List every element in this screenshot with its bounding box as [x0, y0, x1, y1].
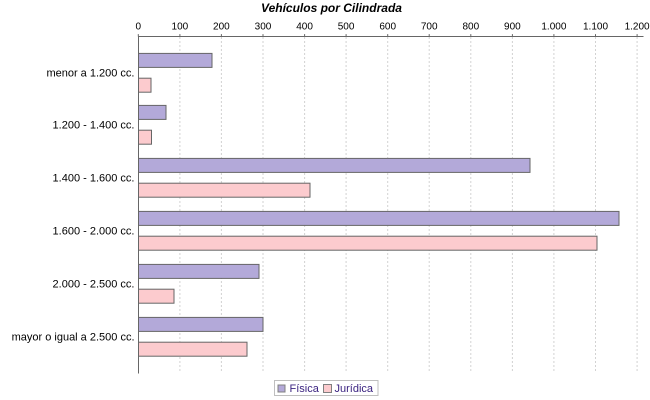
svg-text:Física: Física [290, 383, 320, 395]
svg-text:2.000 - 2.500 cc.: 2.000 - 2.500 cc. [53, 279, 135, 291]
svg-text:menor a 1.200 cc.: menor a 1.200 cc. [46, 68, 134, 80]
svg-text:200: 200 [213, 22, 230, 33]
svg-text:mayor o igual a 2.500 cc.: mayor o igual a 2.500 cc. [12, 332, 135, 344]
svg-text:600: 600 [379, 22, 396, 33]
svg-text:0: 0 [136, 22, 142, 33]
svg-text:1.200 - 1.400 cc.: 1.200 - 1.400 cc. [53, 120, 135, 132]
svg-text:1.100: 1.100 [583, 22, 608, 33]
svg-text:700: 700 [421, 22, 438, 33]
svg-text:Vehículos por Cilindrada: Vehículos por Cilindrada [261, 1, 402, 15]
svg-text:1.600 - 2.000 cc.: 1.600 - 2.000 cc. [53, 226, 135, 238]
svg-text:100: 100 [172, 22, 189, 33]
svg-text:1.400 - 1.600 cc.: 1.400 - 1.600 cc. [53, 173, 135, 185]
svg-text:900: 900 [504, 22, 521, 33]
svg-text:800: 800 [462, 22, 479, 33]
svg-text:500: 500 [338, 22, 355, 33]
svg-text:Jurídica: Jurídica [335, 383, 374, 395]
svg-text:1.000: 1.000 [541, 22, 566, 33]
svg-text:400: 400 [296, 22, 313, 33]
svg-text:1.200: 1.200 [625, 22, 650, 33]
svg-text:300: 300 [255, 22, 272, 33]
